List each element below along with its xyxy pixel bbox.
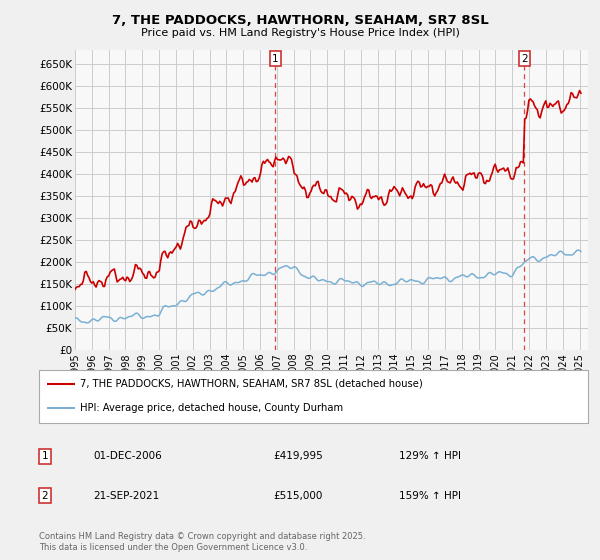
- Text: 159% ↑ HPI: 159% ↑ HPI: [399, 491, 461, 501]
- Text: Contains HM Land Registry data © Crown copyright and database right 2025.
This d: Contains HM Land Registry data © Crown c…: [39, 532, 365, 552]
- Text: 7, THE PADDOCKS, HAWTHORN, SEAHAM, SR7 8SL (detached house): 7, THE PADDOCKS, HAWTHORN, SEAHAM, SR7 8…: [80, 379, 423, 389]
- Text: 1: 1: [41, 451, 49, 461]
- Text: Price paid vs. HM Land Registry's House Price Index (HPI): Price paid vs. HM Land Registry's House …: [140, 28, 460, 38]
- Text: 01-DEC-2006: 01-DEC-2006: [93, 451, 162, 461]
- Text: £419,995: £419,995: [273, 451, 323, 461]
- Text: HPI: Average price, detached house, County Durham: HPI: Average price, detached house, Coun…: [80, 403, 343, 413]
- Text: 2: 2: [521, 54, 528, 64]
- Text: 7, THE PADDOCKS, HAWTHORN, SEAHAM, SR7 8SL: 7, THE PADDOCKS, HAWTHORN, SEAHAM, SR7 8…: [112, 14, 488, 27]
- Text: 21-SEP-2021: 21-SEP-2021: [93, 491, 159, 501]
- Text: 1: 1: [272, 54, 279, 64]
- Text: £515,000: £515,000: [273, 491, 322, 501]
- Text: 2: 2: [41, 491, 49, 501]
- Text: 129% ↑ HPI: 129% ↑ HPI: [399, 451, 461, 461]
